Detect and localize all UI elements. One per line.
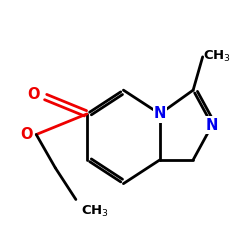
Text: N: N (206, 118, 218, 132)
Text: O: O (20, 127, 33, 142)
Text: CH$_3$: CH$_3$ (81, 204, 109, 219)
Text: CH$_3$: CH$_3$ (203, 49, 231, 64)
Text: N: N (154, 106, 166, 122)
Text: O: O (27, 88, 40, 102)
